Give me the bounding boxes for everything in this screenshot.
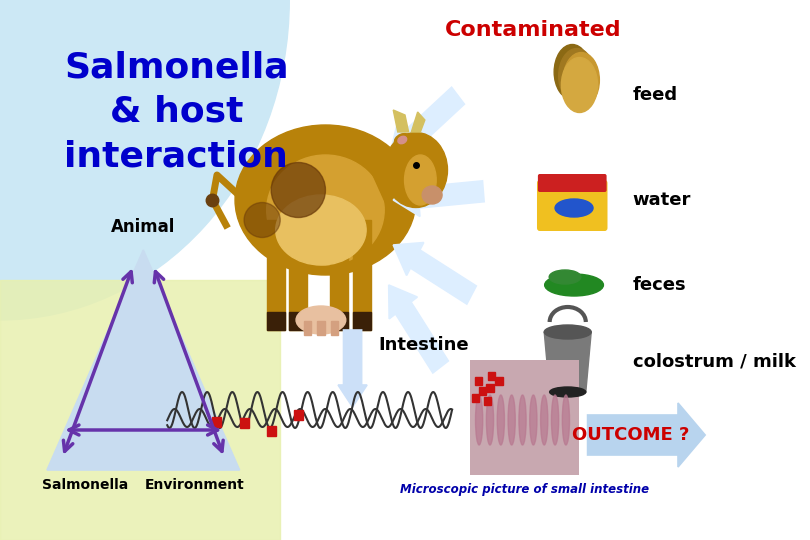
Ellipse shape <box>552 395 559 445</box>
Polygon shape <box>393 179 484 217</box>
Ellipse shape <box>554 44 590 99</box>
Bar <box>266 426 275 436</box>
Polygon shape <box>47 250 240 470</box>
Bar <box>486 384 493 392</box>
Ellipse shape <box>235 125 416 275</box>
Ellipse shape <box>271 163 326 218</box>
FancyArrow shape <box>338 330 367 407</box>
Text: Intestine: Intestine <box>378 336 468 354</box>
Bar <box>294 410 303 420</box>
Bar <box>475 377 482 385</box>
Text: Microscopic picture of small intestine: Microscopic picture of small intestine <box>400 483 649 496</box>
Text: OUTCOME ?: OUTCOME ? <box>573 426 689 444</box>
Bar <box>240 418 249 428</box>
Text: Contaminated: Contaminated <box>445 20 622 40</box>
Ellipse shape <box>550 387 586 397</box>
Ellipse shape <box>519 395 526 445</box>
Ellipse shape <box>275 195 366 265</box>
Ellipse shape <box>475 395 483 445</box>
Bar <box>330 312 348 330</box>
Ellipse shape <box>266 155 384 265</box>
Bar <box>304 321 311 335</box>
Text: feces: feces <box>633 276 686 294</box>
Ellipse shape <box>404 155 437 205</box>
Ellipse shape <box>540 395 548 445</box>
FancyBboxPatch shape <box>538 174 607 192</box>
Bar <box>318 321 325 335</box>
Ellipse shape <box>544 325 591 339</box>
Bar <box>484 397 491 405</box>
Text: water: water <box>633 191 691 209</box>
Ellipse shape <box>384 132 447 207</box>
Ellipse shape <box>549 270 581 284</box>
Polygon shape <box>587 403 706 467</box>
Text: Environment: Environment <box>144 478 244 492</box>
Polygon shape <box>393 110 408 132</box>
FancyBboxPatch shape <box>537 180 608 231</box>
Polygon shape <box>389 285 448 373</box>
Text: Animal: Animal <box>111 218 176 236</box>
Ellipse shape <box>398 136 407 144</box>
Ellipse shape <box>561 57 598 112</box>
Polygon shape <box>393 242 476 304</box>
Polygon shape <box>371 150 416 210</box>
Ellipse shape <box>394 133 410 146</box>
Bar <box>266 312 285 330</box>
Polygon shape <box>411 112 425 132</box>
Bar <box>330 321 338 335</box>
Ellipse shape <box>544 274 603 296</box>
Bar <box>0 280 280 540</box>
Bar <box>266 220 285 330</box>
Bar <box>352 312 371 330</box>
Bar <box>289 312 307 330</box>
Bar <box>470 360 578 475</box>
Ellipse shape <box>555 199 593 217</box>
Circle shape <box>0 0 289 320</box>
Ellipse shape <box>497 395 505 445</box>
Text: Salmonella
& host
interaction: Salmonella & host interaction <box>64 50 288 173</box>
Ellipse shape <box>296 306 346 334</box>
Ellipse shape <box>486 395 493 445</box>
Polygon shape <box>544 332 591 392</box>
Bar <box>352 220 371 330</box>
Bar <box>212 417 221 427</box>
Ellipse shape <box>563 52 599 107</box>
Text: feed: feed <box>633 86 678 104</box>
Ellipse shape <box>508 395 515 445</box>
Ellipse shape <box>422 186 442 204</box>
Bar <box>496 377 503 385</box>
Bar <box>330 220 348 330</box>
Text: Salmonella: Salmonella <box>42 478 129 492</box>
Bar <box>472 394 480 402</box>
Bar <box>289 220 307 330</box>
Ellipse shape <box>559 49 595 104</box>
Bar <box>480 387 486 395</box>
Ellipse shape <box>244 202 280 238</box>
Ellipse shape <box>562 395 569 445</box>
Ellipse shape <box>530 395 537 445</box>
Polygon shape <box>389 87 464 160</box>
Text: colostrum / milk: colostrum / milk <box>633 353 795 371</box>
Bar <box>488 372 496 380</box>
